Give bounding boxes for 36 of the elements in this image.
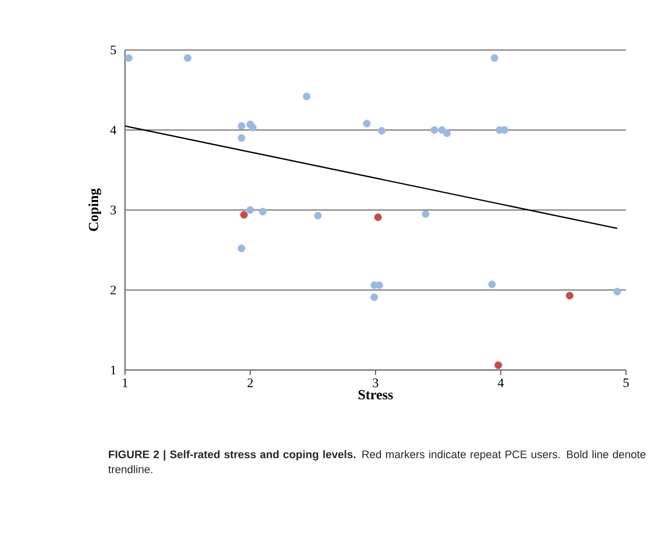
point	[246, 206, 254, 214]
point	[124, 54, 133, 62]
point	[374, 213, 382, 221]
y-tick-label: 5	[110, 46, 116, 54]
point	[490, 54, 498, 62]
point	[378, 127, 386, 135]
point	[443, 129, 451, 137]
point	[184, 54, 192, 62]
point	[258, 208, 267, 216]
point	[494, 361, 502, 369]
point	[362, 120, 371, 128]
point	[566, 292, 574, 300]
x-tick-label: 2	[248, 378, 253, 388]
y-tick-label: 2	[110, 286, 116, 294]
point	[240, 211, 248, 219]
point	[302, 92, 310, 100]
point	[613, 288, 622, 296]
point	[370, 293, 378, 301]
point	[422, 210, 430, 218]
y-tick-label: 1	[111, 366, 116, 374]
point	[248, 124, 257, 132]
point	[488, 280, 496, 288]
point	[238, 134, 246, 142]
point	[430, 126, 438, 134]
point	[314, 212, 322, 220]
y-axis-title: Coping	[88, 188, 102, 232]
x-tick-label: 5	[624, 378, 629, 388]
x-tick-label: 3	[372, 378, 378, 388]
text: FIGURE 2 | Self-rated stress and coping levels. Red markers indicate repeat PCE users. Bold line denote trendline.	[108, 450, 646, 474]
x-tick-label: 4	[498, 378, 504, 388]
x-tick-label: 1	[122, 378, 128, 388]
y-tick-label: 4	[110, 126, 116, 134]
y-tick-label: 3	[110, 206, 116, 214]
x-axis-title: Stress	[358, 390, 393, 400]
point	[238, 244, 246, 252]
point	[238, 122, 246, 130]
